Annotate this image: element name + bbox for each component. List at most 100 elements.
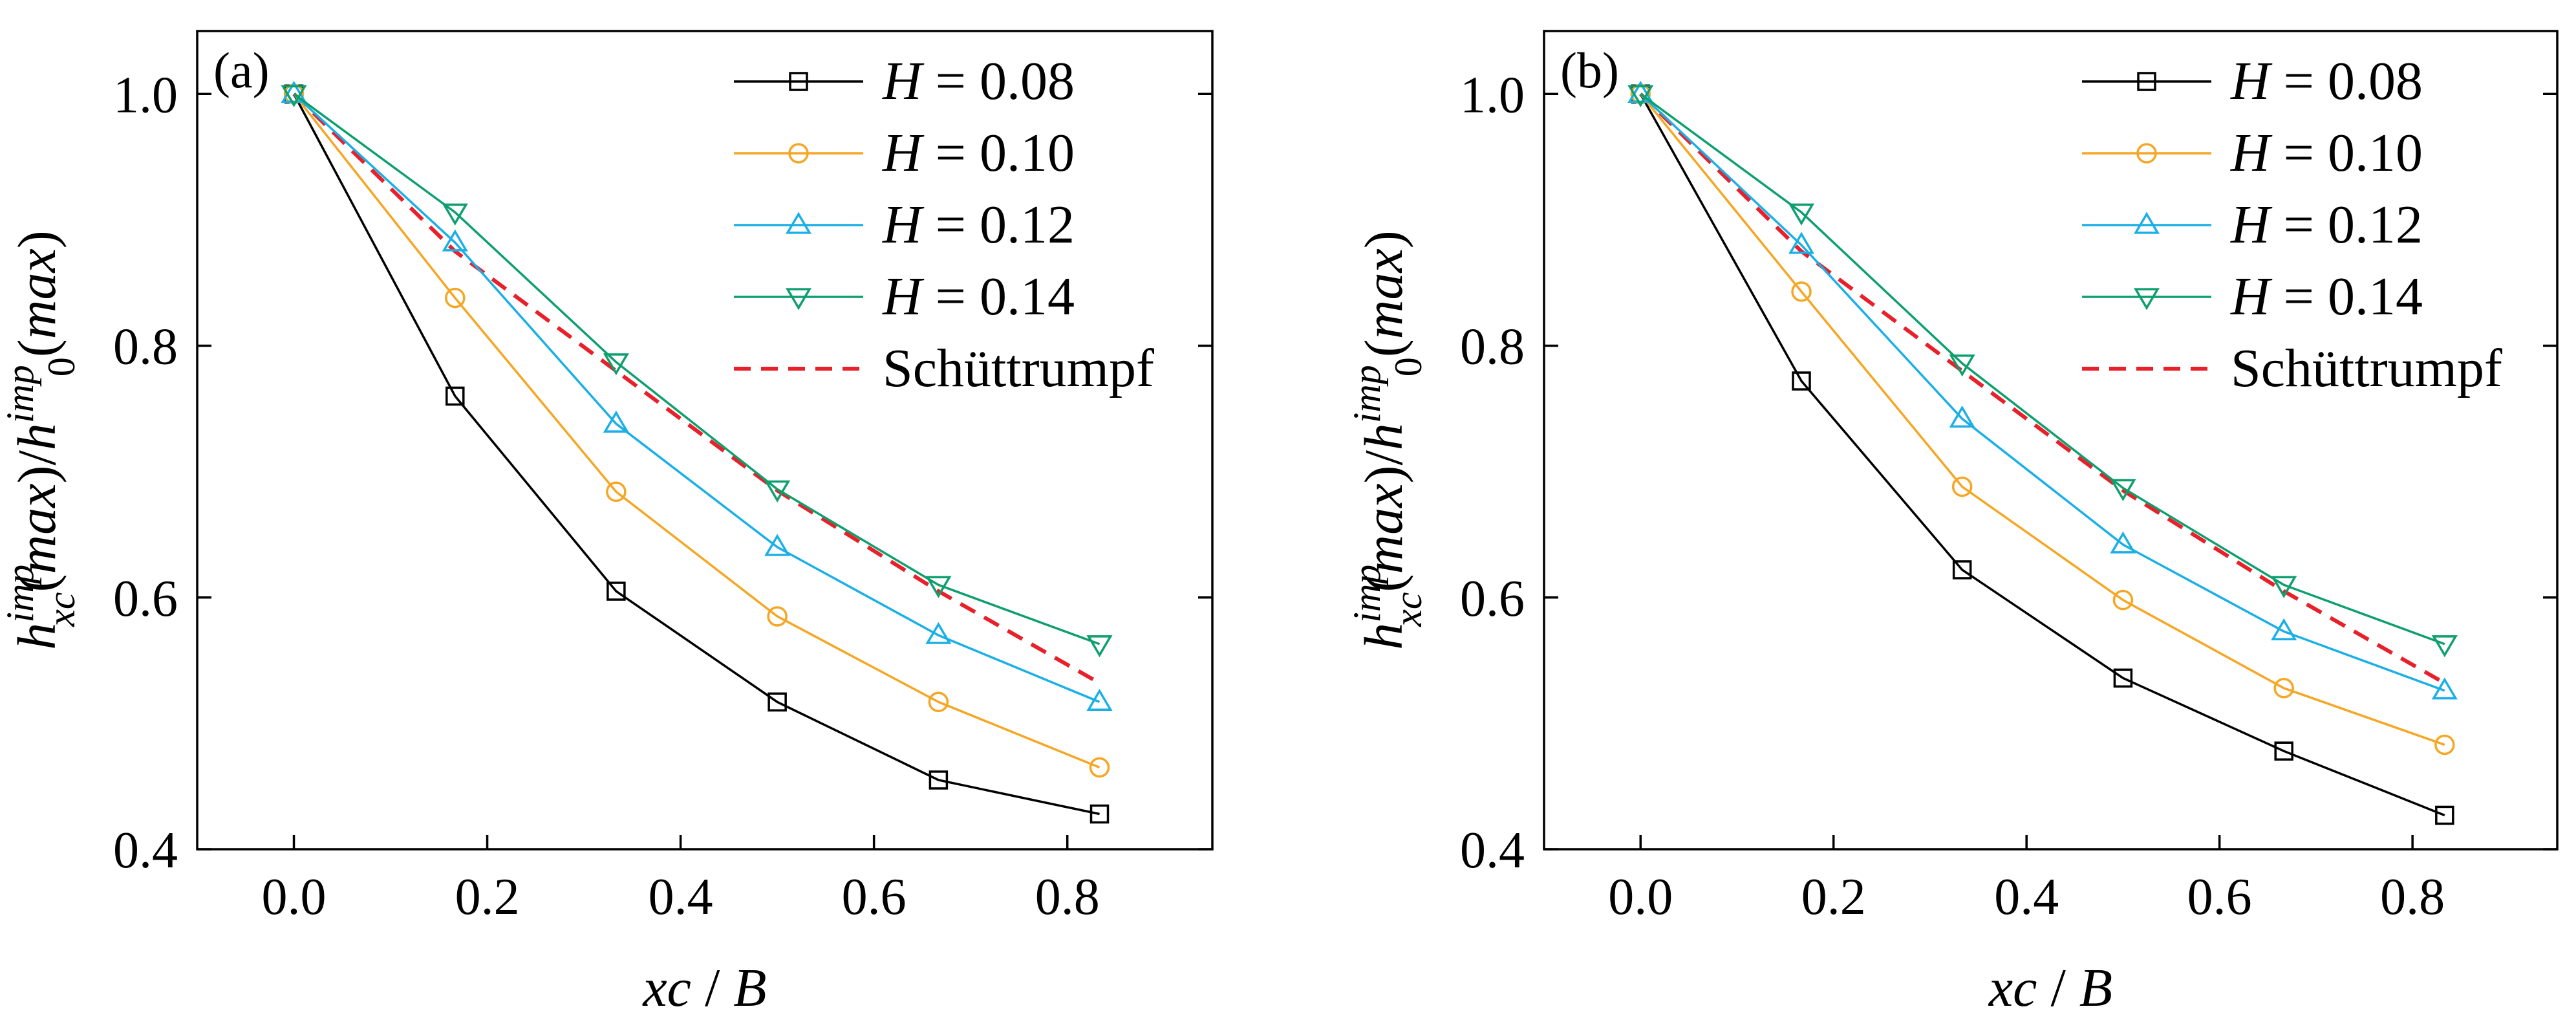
data-point [2431,677,2458,700]
data-point [1949,405,1975,428]
data-point [1792,371,1811,391]
chart-panel-a: 0.0 0.2 0.4 0.6 0.8 0.4 0.6 0.8 1.0 (a) H = 0.08 H … [0,30,1214,1018]
data-point [764,534,791,556]
legend-marker [785,288,812,310]
data-point [442,203,468,226]
y-axis-title: himpxc(max)/himp0(max) [0,230,83,649]
x-tick-label: 0.0 [262,869,327,926]
y-tick-label: 0.8 [113,319,178,376]
series-line-008 [292,93,1100,816]
data-point [1627,80,1654,103]
data-point [925,576,952,598]
data-point [764,480,791,503]
data-point [445,386,465,406]
data-point [1089,757,1110,778]
x-axis-title: xc / B [1988,958,2112,1018]
x-tick-label: 0.0 [1608,869,1673,926]
data-point [2112,589,2134,611]
panel-label: (b) [1560,42,1619,98]
data-point [1086,688,1113,711]
y-tick-label: 0.4 [113,822,178,879]
legend-label: H = 0.14 [882,266,1075,327]
data-point [2434,734,2455,755]
y-axis-title: himpxc(max)/himp0(max) [1346,230,1430,649]
legend-marker [2136,143,2157,164]
legend-label-schuttrumpf: Schüttrumpf [883,338,1154,398]
legend-label: H = 0.12 [882,195,1075,255]
data-point [603,353,629,376]
data-point [1086,635,1113,658]
series-line-014 [1640,92,2445,646]
y-tick-label: 0.4 [1460,822,1525,879]
series-line-010 [1639,93,2445,746]
plot-frame [196,30,1214,851]
legend-marker [2133,212,2160,234]
legend-marker [2133,288,2160,310]
data-point [1951,476,1973,497]
legend-marker [2137,72,2156,91]
chart-panel-b: 0.0 0.2 0.4 0.6 0.8 0.4 0.6 0.8 1.0 (b) H = 0.08 H … [1346,30,2559,1018]
legend-label: H = 0.08 [882,51,1075,111]
data-point [603,410,629,433]
data-point [445,287,466,309]
data-point [1089,804,1110,824]
data-point [2113,668,2133,688]
data-point [2274,741,2293,761]
data-point [1949,354,1975,377]
data-point [2431,635,2458,658]
data-point [281,80,307,103]
legend-label: H = 0.10 [882,123,1075,183]
data-point [1952,560,1972,580]
y-tick-label: 0.6 [1460,570,1525,627]
y-tick-label: 1.0 [1460,67,1525,124]
data-point [606,481,627,503]
legend-label: H = 0.14 [2230,266,2423,327]
legend-label: H = 0.10 [2230,123,2423,183]
x-tick-label: 0.6 [2187,869,2252,926]
data-point [2110,479,2136,501]
data-point [2273,678,2294,699]
x-tick-label: 0.2 [455,869,520,926]
data-point [442,229,468,252]
data-point [2110,531,2136,554]
data-point [767,692,787,712]
x-tick-label: 0.6 [842,869,907,926]
legend-label: H = 0.08 [2230,51,2423,111]
data-point [281,85,307,107]
legend-marker [789,72,808,91]
data-point [2435,805,2454,825]
data-point [1791,281,1812,302]
series-line-012 [1640,93,2445,692]
series-line-schuttrumpf [1639,92,2446,685]
data-point [1627,85,1654,107]
x-axis-title: xc / B [641,958,766,1018]
data-point [606,581,626,601]
legend-marker [788,143,809,164]
legend-label: H = 0.12 [2230,195,2423,255]
data-point [767,606,788,627]
series-line-010 [293,93,1100,769]
series-line-008 [1639,93,2445,817]
y-tick-label: 0.8 [1460,319,1525,376]
plot-frame [1543,30,2559,851]
data-point [925,622,952,644]
data-point [1788,232,1815,254]
data-point [928,691,949,713]
legend-label-schuttrumpf: Schüttrumpf [2231,338,2502,398]
x-tick-label: 0.8 [1035,869,1100,926]
y-tick-label: 0.6 [113,570,178,627]
data-point [2271,618,2297,640]
x-tick-label: 0.8 [2380,869,2445,926]
series-line-014 [293,92,1100,646]
y-tick-label: 1.0 [113,67,178,124]
x-tick-label: 0.2 [1801,869,1866,926]
x-tick-label: 0.4 [649,869,713,926]
series-line-012 [293,93,1100,703]
legend-marker [785,212,812,234]
data-point [928,770,949,790]
series-line-schuttrumpf [292,92,1100,685]
data-point [1788,203,1815,226]
x-tick-label: 0.4 [1994,869,2059,926]
